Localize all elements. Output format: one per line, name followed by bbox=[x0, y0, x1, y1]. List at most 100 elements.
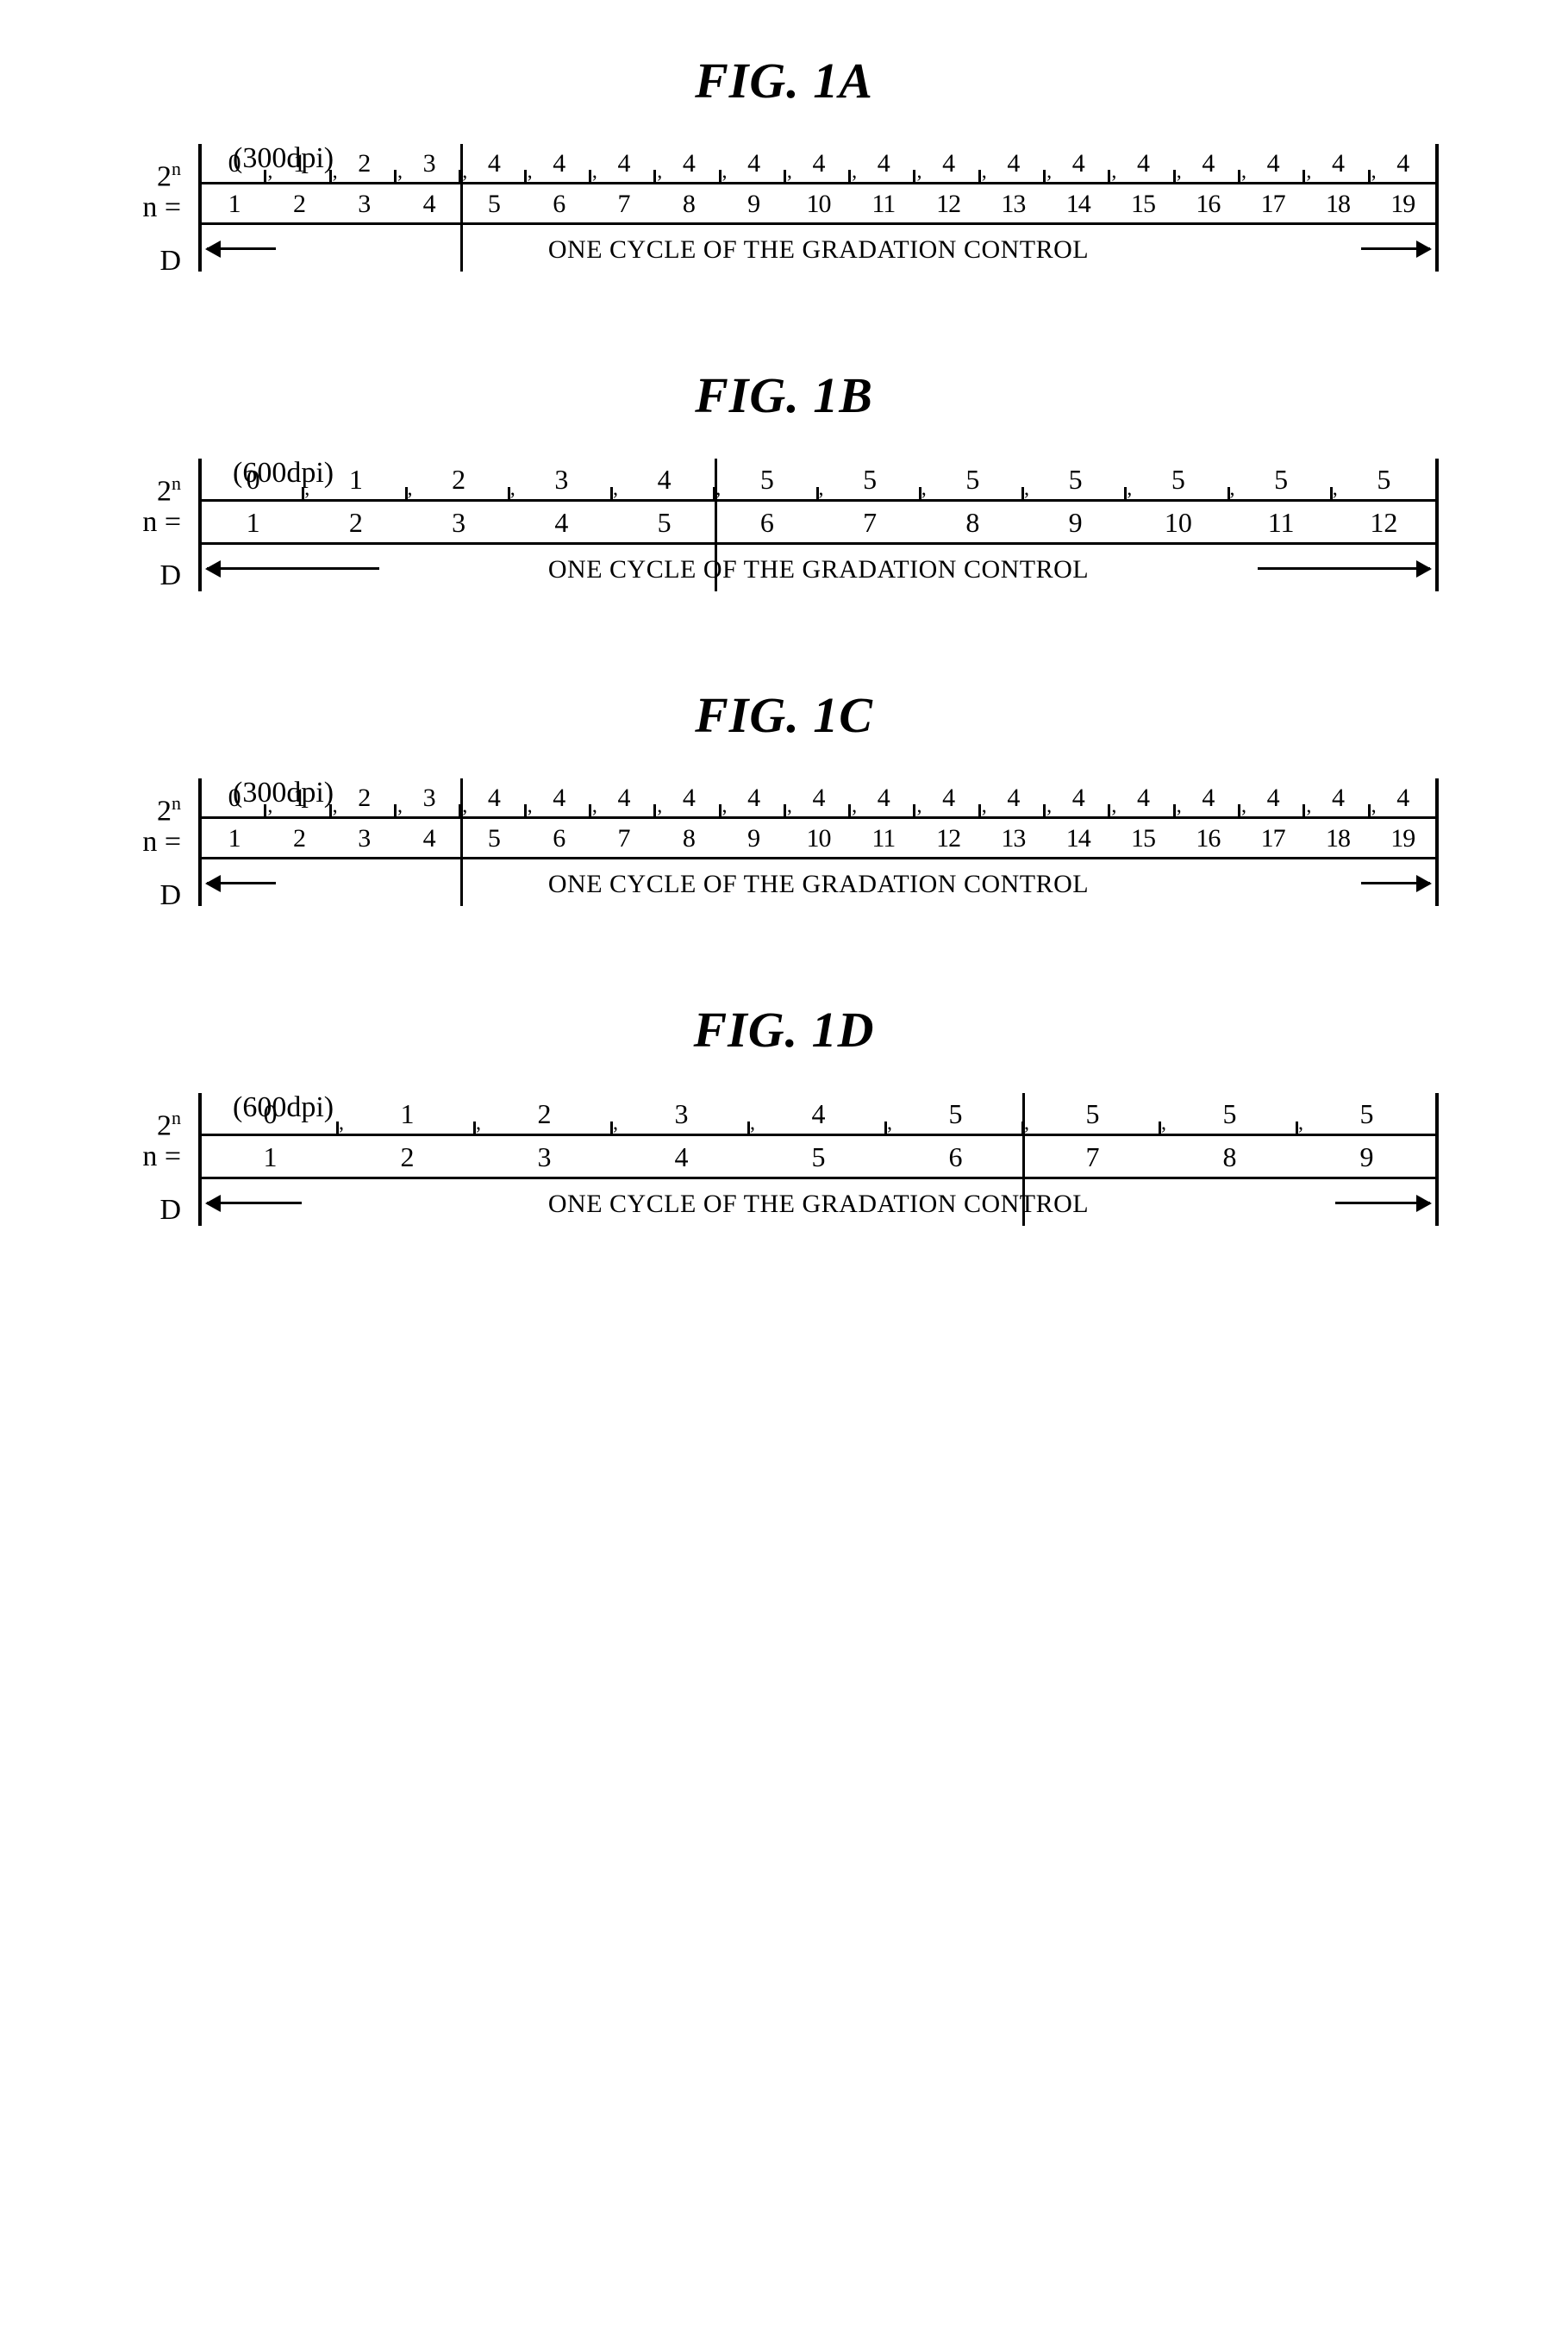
figure-title: FIG. 1A bbox=[78, 52, 1490, 109]
d-cell: 7 bbox=[819, 502, 921, 542]
n-cell: 4 bbox=[1371, 778, 1435, 816]
figure-title: FIG. 1D bbox=[78, 1001, 1490, 1059]
n-cell: 4 bbox=[1176, 144, 1240, 182]
exponent-base: 2 bbox=[157, 1109, 172, 1141]
row-labels: 2nn =D bbox=[103, 159, 181, 276]
n-cell: 4 bbox=[1176, 778, 1240, 816]
n-cell: 1 bbox=[266, 144, 331, 182]
n-equals-label: n = bbox=[103, 193, 181, 222]
n-cell: 1 bbox=[266, 778, 331, 816]
diagram: (600dpi)2nn =D012345555123456789ONE CYCL… bbox=[198, 1093, 1439, 1226]
n-cell: 3 bbox=[397, 778, 461, 816]
d-cell: 9 bbox=[1298, 1136, 1435, 1177]
n-cell: 4 bbox=[1240, 778, 1305, 816]
n-cell: 4 bbox=[851, 144, 915, 182]
n-cell: 2 bbox=[476, 1093, 613, 1134]
d-cell: 19 bbox=[1371, 184, 1435, 222]
caption-row: ONE CYCLE OF THE GRADATION CONTROL bbox=[202, 1183, 1435, 1226]
diagram: (600dpi)2nn =D01234555555512345678910111… bbox=[198, 459, 1439, 591]
d-cell: 5 bbox=[750, 1136, 887, 1177]
n-cell: 3 bbox=[510, 459, 613, 499]
d-cell: 12 bbox=[1333, 502, 1435, 542]
n-cell: 4 bbox=[591, 144, 656, 182]
exponent-label: 2n bbox=[103, 1109, 181, 1140]
n-cell: 4 bbox=[656, 778, 721, 816]
n-cell: 4 bbox=[1046, 144, 1110, 182]
exponent-base: 2 bbox=[157, 475, 172, 507]
d-cell: 6 bbox=[527, 819, 591, 857]
d-cell: 2 bbox=[266, 819, 331, 857]
d-cell: 5 bbox=[613, 502, 715, 542]
n-cell: 4 bbox=[851, 778, 915, 816]
d-cell: 8 bbox=[1161, 1136, 1298, 1177]
n-cell: 4 bbox=[1305, 778, 1370, 816]
n-cell: 5 bbox=[1230, 459, 1333, 499]
arrow-left-icon bbox=[207, 1202, 302, 1204]
d-cell: 16 bbox=[1176, 819, 1240, 857]
caption-row: ONE CYCLE OF THE GRADATION CONTROL bbox=[202, 863, 1435, 906]
table-box: 012345555123456789ONE CYCLE OF THE GRADA… bbox=[198, 1093, 1439, 1226]
d-cell: 2 bbox=[339, 1136, 476, 1177]
d-cell: 15 bbox=[1110, 184, 1175, 222]
d-cell: 9 bbox=[722, 819, 786, 857]
n-equals-label: n = bbox=[103, 508, 181, 537]
n-cell: 4 bbox=[915, 778, 980, 816]
caption-row: ONE CYCLE OF THE GRADATION CONTROL bbox=[202, 228, 1435, 272]
d-cell: 3 bbox=[408, 502, 510, 542]
d-cell: 7 bbox=[1024, 1136, 1161, 1177]
n-cell: 2 bbox=[408, 459, 510, 499]
d-cell: 4 bbox=[613, 1136, 750, 1177]
n-cell: 5 bbox=[887, 1093, 1024, 1134]
d-cell: 3 bbox=[476, 1136, 613, 1177]
n-equals-label: n = bbox=[103, 828, 181, 857]
d-cell: 13 bbox=[981, 184, 1046, 222]
n-cell: 5 bbox=[1333, 459, 1435, 499]
d-cell: 10 bbox=[786, 819, 851, 857]
d-cell: 9 bbox=[1024, 502, 1127, 542]
n-cell: 5 bbox=[1298, 1093, 1435, 1134]
row-labels: 2n n = D bbox=[103, 794, 181, 910]
table-box: 0123444444444444444123456789101112131415… bbox=[198, 778, 1439, 906]
row-labels: 2nn =D bbox=[103, 474, 181, 590]
d-cell: 7 bbox=[591, 819, 656, 857]
n-cell: 0 bbox=[202, 1093, 339, 1134]
d-cell: 3 bbox=[332, 819, 397, 857]
n-row: 0123444444444444444 bbox=[202, 778, 1435, 819]
exponent-sup: n bbox=[172, 472, 181, 494]
arrow-right-icon bbox=[1258, 567, 1430, 570]
figure-3: FIG. 1C(300dpi)2nn =D0123444444444444444… bbox=[78, 686, 1490, 906]
n-cell: 3 bbox=[613, 1093, 750, 1134]
d-label: D bbox=[103, 881, 181, 910]
d-cell: 4 bbox=[397, 184, 461, 222]
exponent-base: 2 bbox=[157, 795, 172, 827]
figure-2: FIG. 1B(600dpi)2nn =D0123455555551234567… bbox=[78, 366, 1490, 591]
d-cell: 6 bbox=[887, 1136, 1024, 1177]
n-cell: 5 bbox=[715, 459, 818, 499]
n-cell: 5 bbox=[1024, 459, 1127, 499]
n-cell: 4 bbox=[722, 144, 786, 182]
n-equals-label: n = bbox=[103, 1142, 181, 1172]
n-cell: 4 bbox=[461, 144, 526, 182]
arrow-left-icon bbox=[207, 567, 379, 570]
figure-title: FIG. 1B bbox=[78, 366, 1490, 424]
d-cell: 16 bbox=[1176, 184, 1240, 222]
caption-text: ONE CYCLE OF THE GRADATION CONTROL bbox=[548, 555, 1089, 584]
arrow-left-icon bbox=[207, 882, 276, 884]
n-cell: 4 bbox=[1371, 144, 1435, 182]
exponent-sup: n bbox=[172, 158, 181, 179]
d-cell: 2 bbox=[266, 184, 331, 222]
figure-4: FIG. 1D(600dpi)2nn =D012345555123456789O… bbox=[78, 1001, 1490, 1226]
n-cell: 5 bbox=[921, 459, 1024, 499]
n-cell: 4 bbox=[1110, 144, 1175, 182]
d-cell: 4 bbox=[397, 819, 461, 857]
n-cell: 4 bbox=[1046, 778, 1110, 816]
n-cell: 2 bbox=[332, 778, 397, 816]
d-cell: 11 bbox=[851, 184, 915, 222]
d-cell: 1 bbox=[202, 502, 304, 542]
exponent-sup: n bbox=[172, 792, 181, 814]
n-cell: 4 bbox=[461, 778, 526, 816]
n-cell: 4 bbox=[591, 778, 656, 816]
d-cell: 10 bbox=[786, 184, 851, 222]
diagram: (300dpi)2nn =D01234444444444444441234567… bbox=[198, 144, 1439, 272]
d-cell: 6 bbox=[715, 502, 818, 542]
